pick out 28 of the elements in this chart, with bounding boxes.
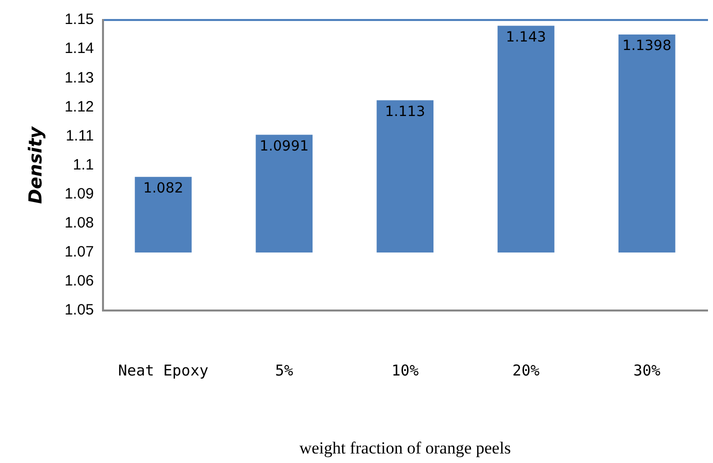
x-tick-label: Neat Epoxy (118, 361, 208, 380)
y-tick-label: 1.12 (64, 98, 94, 116)
y-tick-label: 1.09 (64, 186, 94, 202)
y-tick-label: 1.06 (64, 272, 94, 290)
y-tick-label: 1.1 (72, 156, 94, 174)
annotation: 1.1398 (622, 38, 672, 54)
bar (498, 26, 554, 252)
annotation: 1.0991 (260, 138, 309, 154)
bar (256, 134, 313, 252)
x-tick-label: 30% (633, 361, 660, 380)
annotation: 1.113 (385, 104, 426, 120)
y-tick-label: 1.14 (64, 40, 94, 58)
x-axis-title: weight fraction of orange peels (299, 438, 511, 458)
y-tick-label: 1.13 (64, 69, 94, 86)
y-tick-label: 1.11 (66, 127, 94, 144)
y-tick-label: 1.08 (64, 214, 94, 232)
y-tick-label: 1.15 (64, 11, 94, 28)
x-tick-label: 20% (512, 361, 540, 380)
y-axis-title: Density (25, 125, 46, 204)
x-tick-label: 10% (392, 361, 419, 380)
bar (618, 34, 676, 252)
annotation: 1.082 (143, 180, 184, 197)
y-tick-label: 1.05 (64, 302, 94, 319)
x-tick-label: 5% (275, 361, 294, 380)
bar (134, 176, 192, 252)
annotation: 1.143 (506, 29, 546, 46)
bar (376, 100, 434, 252)
y-tick-label: 1.07 (64, 244, 94, 261)
